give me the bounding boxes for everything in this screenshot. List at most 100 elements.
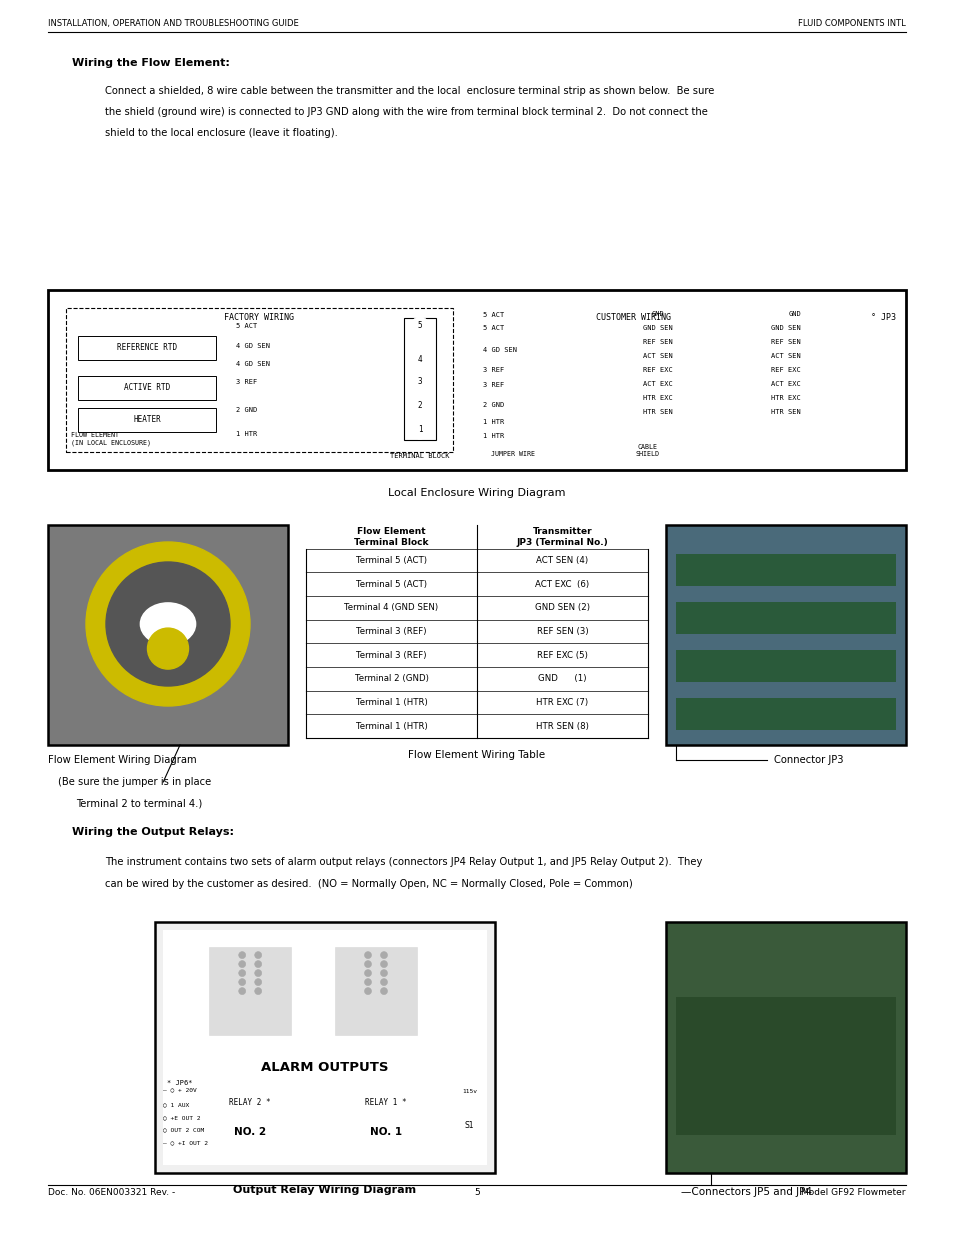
Bar	[676, 998, 895, 1135]
Text: 3 REF: 3 REF	[482, 382, 504, 388]
Text: HEATER: HEATER	[133, 415, 161, 425]
Circle shape	[395, 1044, 403, 1051]
Text: ° JP3: ° JP3	[870, 312, 895, 322]
Text: 4 GD SEN: 4 GD SEN	[482, 347, 517, 353]
Text: Connector JP3: Connector JP3	[773, 755, 842, 764]
Circle shape	[222, 1044, 230, 1051]
Text: Output Relay Wiring Diagram: Output Relay Wiring Diagram	[233, 1186, 416, 1195]
Text: ○ 1 AUX: ○ 1 AUX	[163, 1103, 189, 1108]
Circle shape	[253, 1044, 262, 1051]
Text: 1 HTR: 1 HTR	[482, 419, 504, 425]
Text: ACT SEN: ACT SEN	[642, 353, 672, 359]
Bar	[454, 1098, 484, 1153]
Text: 1 HTR: 1 HTR	[482, 433, 504, 438]
Circle shape	[411, 421, 429, 438]
Text: 5: 5	[474, 1188, 479, 1197]
Text: The instrument contains two sets of alarm output relays (connectors JP4 Relay Ou: The instrument contains two sets of alar…	[105, 857, 701, 867]
Text: (Be sure the jumper is in place: (Be sure the jumper is in place	[58, 777, 211, 787]
Circle shape	[238, 969, 246, 977]
Bar	[676, 698, 895, 730]
Bar	[403, 317, 436, 440]
Text: HTR SEN: HTR SEN	[770, 409, 801, 415]
Text: Terminal 3 (REF): Terminal 3 (REF)	[355, 627, 426, 636]
Text: 5 ACT: 5 ACT	[482, 325, 504, 331]
Circle shape	[870, 350, 884, 363]
Bar	[48, 525, 288, 745]
Text: —Connectors JP5 and JP4: —Connectors JP5 and JP4	[680, 1187, 811, 1197]
Text: Terminal 2 (GND): Terminal 2 (GND)	[355, 674, 428, 683]
Bar	[154, 923, 495, 1173]
Text: ACT SEN (4): ACT SEN (4)	[536, 556, 588, 564]
Circle shape	[364, 952, 371, 958]
Text: Wiring the Output Relays:: Wiring the Output Relays:	[71, 827, 233, 837]
Text: Terminal 1 (HTR): Terminal 1 (HTR)	[355, 698, 427, 706]
Text: HTR EXC (7): HTR EXC (7)	[536, 698, 588, 706]
Text: ○ OUT 2 COM: ○ OUT 2 COM	[163, 1128, 204, 1132]
Text: HTR SEN (8): HTR SEN (8)	[536, 721, 588, 731]
Text: GND: GND	[787, 311, 801, 317]
Circle shape	[870, 391, 884, 405]
Circle shape	[411, 396, 429, 415]
Bar	[676, 650, 895, 682]
Bar	[306, 667, 647, 690]
Text: * JP6*: * JP6*	[167, 1081, 193, 1086]
Text: ACT EXC: ACT EXC	[642, 382, 672, 387]
Text: Flow Element Wiring Diagram: Flow Element Wiring Diagram	[48, 755, 196, 764]
Text: NO. 1: NO. 1	[370, 1128, 402, 1137]
Text: FLOW ELEMENT
(IN LOCAL ENCLOSURE): FLOW ELEMENT (IN LOCAL ENCLOSURE)	[71, 432, 151, 447]
Circle shape	[380, 988, 387, 994]
Circle shape	[364, 978, 371, 986]
Text: JUMPER WIRE: JUMPER WIRE	[491, 451, 535, 457]
Bar	[665, 923, 905, 1173]
Text: INSTALLATION, OPERATION AND TROUBLESHOOTING GUIDE: INSTALLATION, OPERATION AND TROUBLESHOOT…	[48, 19, 298, 28]
Text: 2 GND: 2 GND	[482, 403, 504, 408]
Bar	[78, 336, 215, 359]
Circle shape	[86, 542, 250, 706]
Text: ACT EXC: ACT EXC	[770, 382, 801, 387]
Bar	[676, 555, 895, 585]
Bar	[163, 930, 486, 1165]
Circle shape	[106, 562, 230, 685]
Text: 1: 1	[417, 426, 422, 435]
Text: TERMINAL BLOCK: TERMINAL BLOCK	[390, 453, 449, 459]
Text: NO. 2: NO. 2	[233, 1128, 266, 1137]
Text: 1 HTR: 1 HTR	[235, 431, 257, 437]
Text: GND: GND	[651, 311, 663, 317]
Text: Connect a shielded, 8 wire cable between the transmitter and the local  enclosur: Connect a shielded, 8 wire cable between…	[105, 86, 714, 96]
Circle shape	[411, 351, 429, 369]
Bar	[209, 947, 291, 1035]
Text: the shield (ground wire) is connected to JP3 GND along with the wire from termin: the shield (ground wire) is connected to…	[105, 107, 707, 117]
Text: CABLE
SHIELD: CABLE SHIELD	[636, 445, 659, 457]
Circle shape	[238, 1044, 246, 1051]
Circle shape	[379, 1044, 388, 1051]
Circle shape	[238, 961, 246, 967]
Circle shape	[254, 978, 261, 986]
Text: S1: S1	[464, 1121, 474, 1130]
Text: — ○ + 20V: — ○ + 20V	[163, 1088, 196, 1093]
Circle shape	[870, 308, 884, 321]
Circle shape	[148, 629, 189, 669]
Circle shape	[238, 952, 246, 958]
Text: ALARM OUTPUTS: ALARM OUTPUTS	[261, 1061, 388, 1074]
Text: Terminal 5 (ACT): Terminal 5 (ACT)	[355, 579, 427, 589]
Circle shape	[254, 969, 261, 977]
Text: FACTORY WIRING: FACTORY WIRING	[224, 312, 294, 322]
Text: Doc. No. 06EN003321 Rev. -: Doc. No. 06EN003321 Rev. -	[48, 1188, 175, 1197]
Bar	[78, 408, 215, 432]
Text: 2: 2	[417, 401, 422, 410]
Text: Terminal 1 (HTR): Terminal 1 (HTR)	[355, 721, 427, 731]
Text: 3 REF: 3 REF	[235, 379, 257, 385]
Text: RELAY 2 *: RELAY 2 *	[229, 1098, 271, 1108]
Text: Model GF92 Flowmeter: Model GF92 Flowmeter	[801, 1188, 905, 1197]
Text: shield to the local enclosure (leave it floating).: shield to the local enclosure (leave it …	[105, 128, 337, 138]
Text: ACTIVE RTD: ACTIVE RTD	[124, 384, 170, 393]
Circle shape	[380, 952, 387, 958]
Text: FLUID COMPONENTS INTL: FLUID COMPONENTS INTL	[798, 19, 905, 28]
Circle shape	[380, 978, 387, 986]
Text: REF EXC: REF EXC	[642, 367, 672, 373]
Bar	[335, 947, 416, 1035]
Text: ACT SEN: ACT SEN	[770, 353, 801, 359]
Circle shape	[254, 952, 261, 958]
Circle shape	[364, 988, 371, 994]
Text: RELAY 1 *: RELAY 1 *	[365, 1098, 407, 1108]
